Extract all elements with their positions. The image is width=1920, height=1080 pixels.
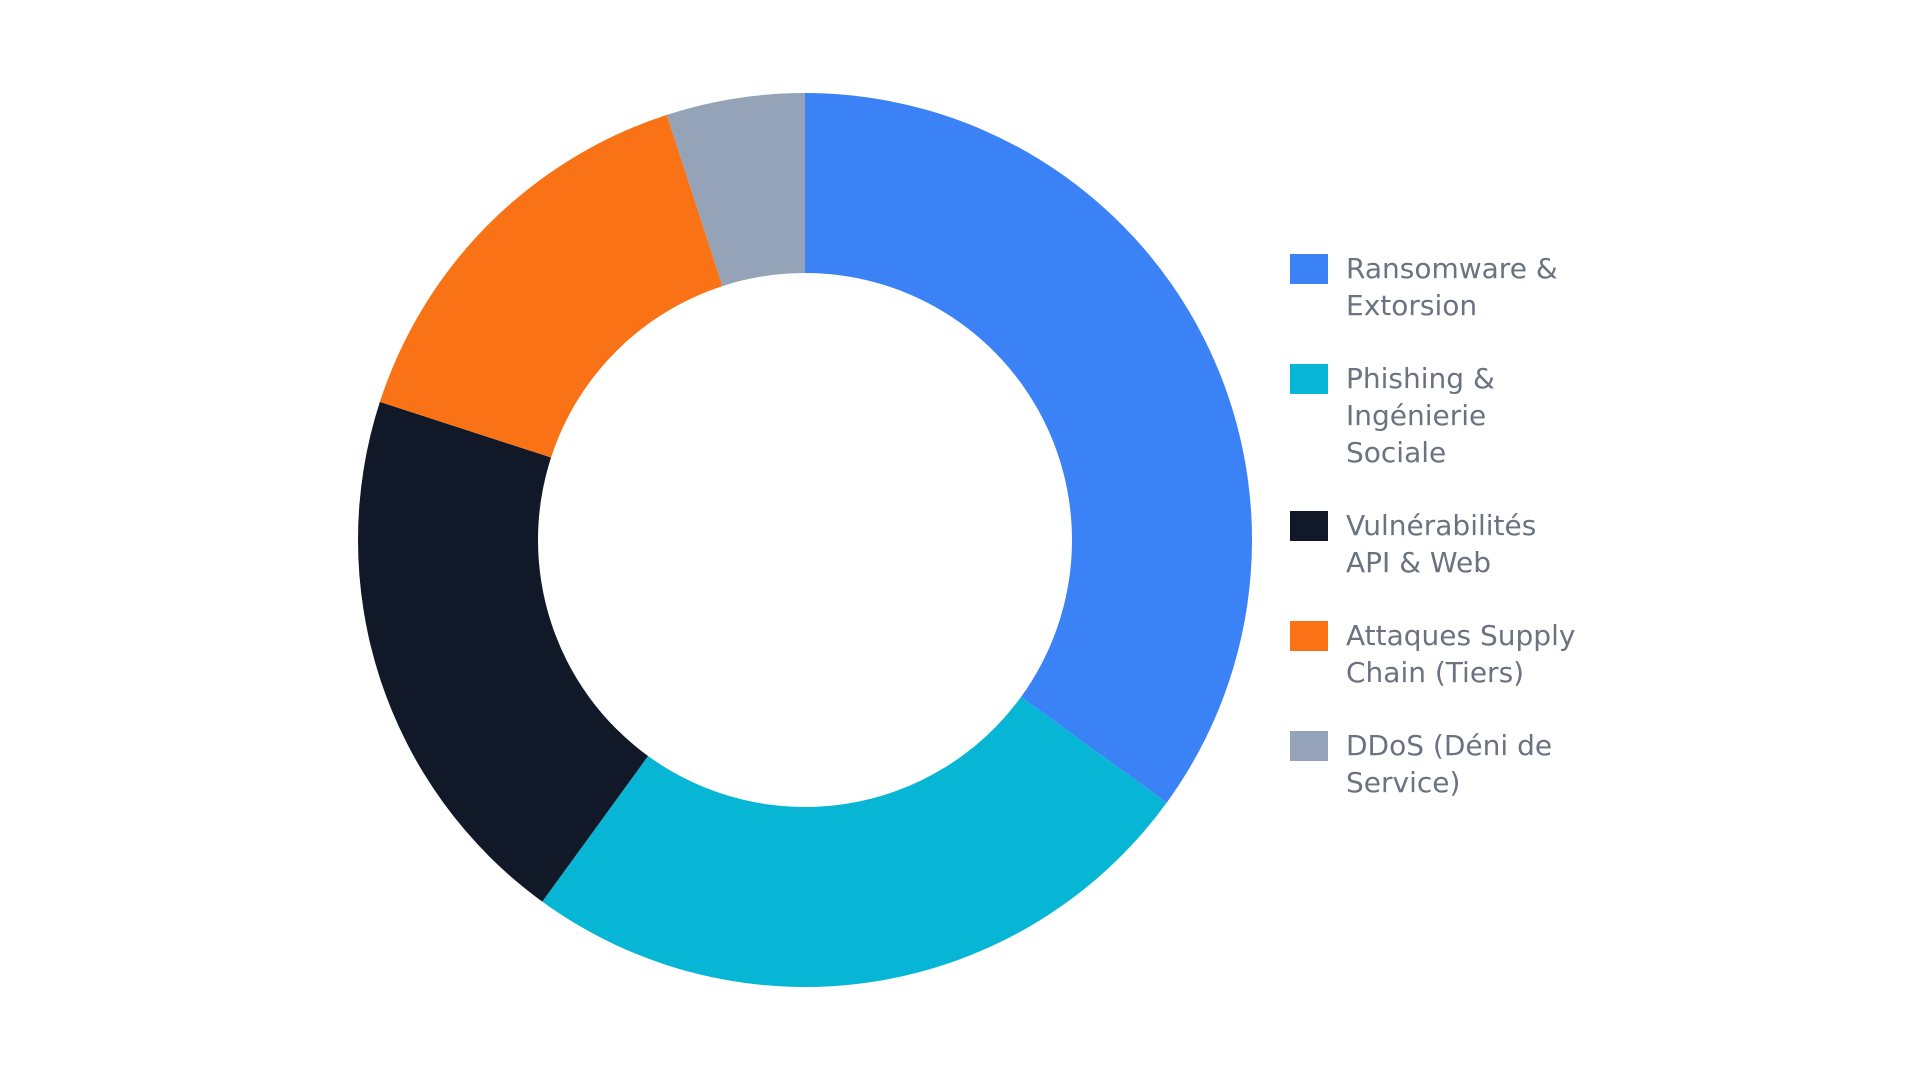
legend-swatch [1290,364,1328,394]
legend-item-4[interactable]: DDoS (Déni de Service) [1290,727,1620,801]
legend-item-3[interactable]: Attaques Supply Chain (Tiers) [1290,617,1620,691]
legend-swatch [1290,731,1328,761]
legend-label: Attaques Supply Chain (Tiers) [1346,619,1576,689]
legend-item-1[interactable]: Phishing & Ingénierie Sociale [1290,360,1620,471]
donut-slice-1[interactable] [542,696,1167,987]
donut-slice-2[interactable] [358,401,649,902]
legend-swatch [1290,254,1328,284]
legend-item-0[interactable]: Ransomware & Extorsion [1290,250,1620,324]
legend-label: Ransomware & Extorsion [1346,252,1558,322]
donut-slice-3[interactable] [379,114,723,458]
donut-slice-4[interactable] [666,93,805,287]
legend-swatch [1290,621,1328,651]
legend-item-2[interactable]: Vulnérabilités API & Web [1290,507,1620,581]
legend: Ransomware & Extorsion Phishing & Ingénie… [1290,250,1620,837]
legend-label: Vulnérabilités API & Web [1346,509,1537,579]
legend-label: DDoS (Déni de Service) [1346,729,1553,799]
legend-swatch [1290,511,1328,541]
legend-label: Phishing & Ingénierie Sociale [1346,362,1495,469]
donut-slice-0[interactable] [805,93,1252,803]
